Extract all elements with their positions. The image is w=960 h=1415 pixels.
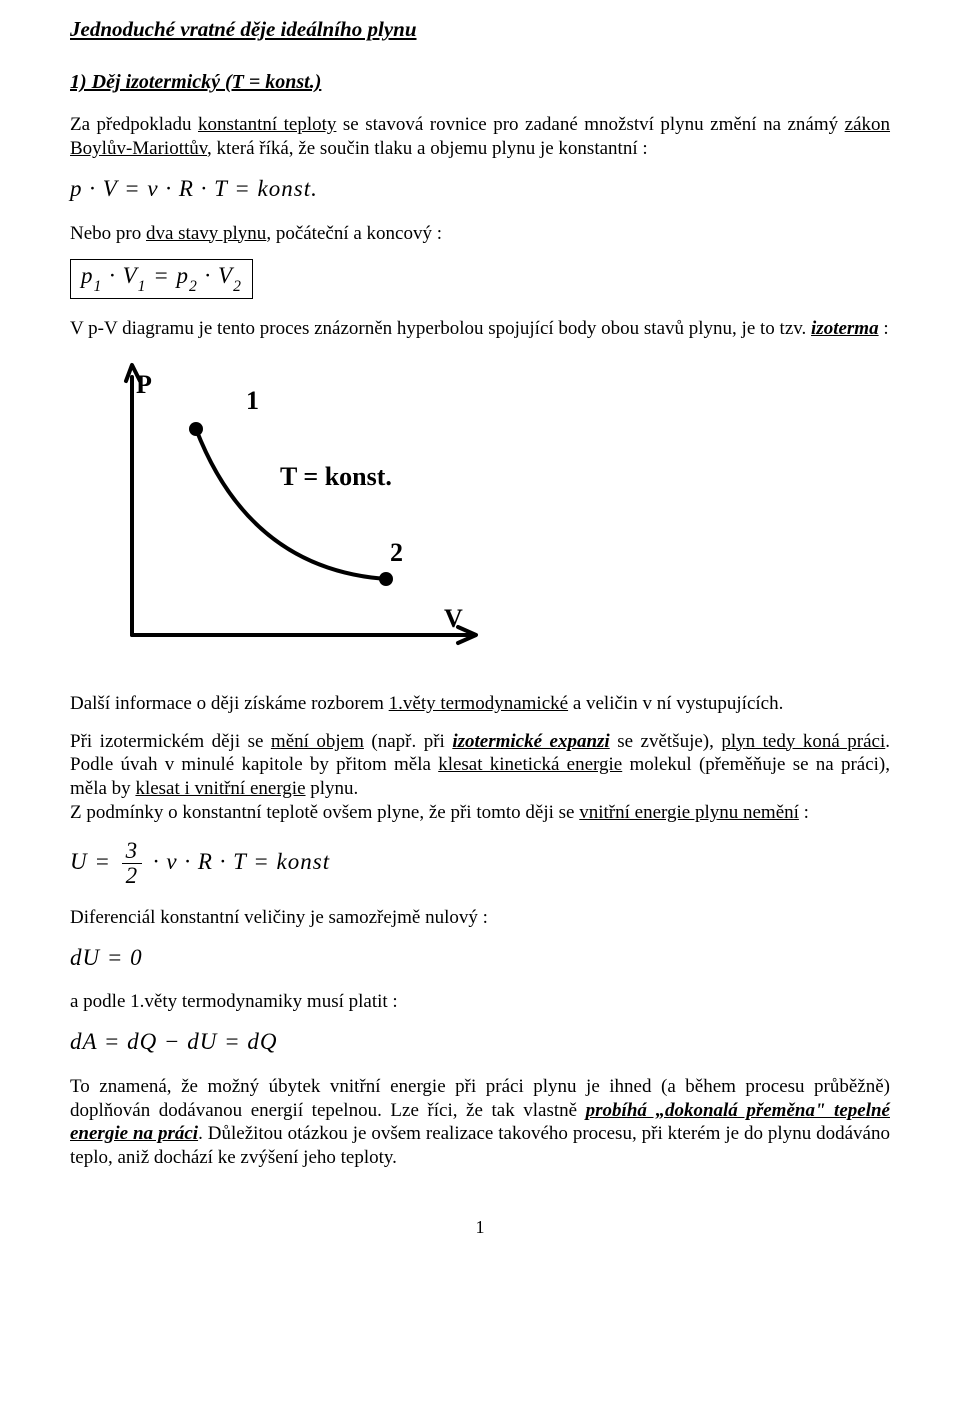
underline-vnitrni-nezmeni: vnitřní energie plynu nemění	[579, 802, 799, 823]
pv-diagram-svg: P V 1 2 T = konst.	[80, 355, 500, 665]
pv-diagram: P V 1 2 T = konst.	[80, 355, 890, 672]
text: Z podmínky o konstantní teplotě ovšem pl…	[70, 802, 579, 823]
equation-internal-energy: U = 32 · ν · R · T = konst	[70, 839, 890, 888]
svg-text:2: 2	[390, 538, 403, 567]
text: , která říká, že součin tlaku a objemu p…	[207, 138, 648, 159]
emph-izotermicke-expanzi: izotermické expanzi	[452, 731, 609, 752]
svg-text:1: 1	[246, 386, 259, 415]
paragraph-isotherm: V p-V diagramu je tento proces znázorněn…	[70, 317, 890, 341]
underline-plyn-kona-praci: plyn tedy koná práci	[721, 731, 885, 752]
eq-sub: 2	[233, 278, 242, 295]
text: V p-V diagramu je tento proces znázorněn…	[70, 318, 811, 339]
section-1-heading: 1) Děj izotermický (T = konst.)	[70, 70, 890, 95]
fraction-den: 2	[122, 864, 143, 888]
fraction-num: 3	[122, 839, 143, 864]
equation-pv-nrt: p · V = ν · R · T = konst.	[70, 175, 890, 204]
underline-klesat-vnitrni: klesat i vnitřní energie	[135, 778, 305, 799]
paragraph-two-states: Nebo pro dva stavy plynu, počáteční a ko…	[70, 222, 890, 246]
text: Další informace o ději získáme rozborem	[70, 693, 389, 714]
text: plynu.	[306, 778, 359, 799]
eq-term: · V	[198, 263, 233, 288]
eq-term: p	[81, 263, 94, 288]
text: se stavová rovnice pro zadané množství p…	[336, 114, 844, 135]
underline-dva-stavy: dva stavy plynu	[146, 223, 266, 244]
underline-meni-objem: mění objem	[271, 731, 364, 752]
page-title: Jednoduché vratné děje ideálního plynu	[70, 16, 890, 42]
eq-sub: 2	[189, 278, 198, 295]
paragraph-7: Diferenciál konstantní veličiny je samoz…	[70, 906, 890, 930]
text: a veličin v ní vystupujících.	[568, 693, 783, 714]
text: Za předpokladu	[70, 114, 198, 135]
equation-dU-zero: dU = 0	[70, 944, 890, 973]
underline-1-veta: 1.věty termodynamické	[389, 693, 568, 714]
eq-sub: 1	[94, 278, 103, 295]
paragraph-5: Při izotermickém ději se mění objem (nap…	[70, 730, 890, 801]
equation-dA-dQ: dA = dQ − dU = dQ	[70, 1028, 890, 1057]
paragraph-9: To znamená, že možný úbytek vnitřní ener…	[70, 1075, 890, 1170]
emph-izoterma: izoterma	[811, 318, 879, 339]
text: Nebo pro	[70, 223, 146, 244]
paragraph-8: a podle 1.věty termodynamiky musí platit…	[70, 990, 890, 1014]
svg-text:P: P	[136, 370, 152, 399]
fraction-3-2: 32	[122, 839, 143, 888]
svg-text:T = konst.: T = konst.	[280, 462, 392, 491]
text: Při izotermickém ději se	[70, 731, 271, 752]
text: , počáteční a koncový :	[266, 223, 442, 244]
page-number: 1	[70, 1216, 890, 1239]
eq-term: · ν · R · T = konst	[146, 849, 330, 874]
eq-term: = p	[146, 263, 189, 288]
paragraph-6: Z podmínky o konstantní teplotě ovšem pl…	[70, 801, 890, 825]
svg-text:V: V	[444, 604, 463, 633]
paragraph-4: Další informace o ději získáme rozborem …	[70, 692, 890, 716]
text: se zvětšuje),	[610, 731, 722, 752]
equation-box: p1 · V1 = p2 · V2	[70, 259, 253, 299]
text: :	[879, 318, 889, 339]
eq-sub: 1	[138, 278, 147, 295]
equation-boxed-p1v1: p1 · V1 = p2 · V2	[70, 259, 890, 299]
text: :	[799, 802, 809, 823]
eq-term: · V	[102, 263, 137, 288]
underline-konstantni-teploty: konstantní teploty	[198, 114, 336, 135]
underline-klesat-kineticka: klesat kinetická energie	[438, 754, 622, 775]
eq-term: U =	[70, 849, 118, 874]
paragraph-intro: Za předpokladu konstantní teploty se sta…	[70, 113, 890, 161]
text: (např. při	[364, 731, 452, 752]
